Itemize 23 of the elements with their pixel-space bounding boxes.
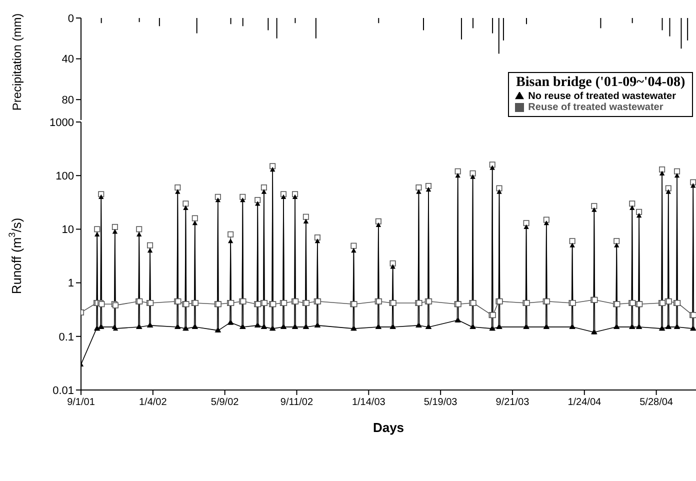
x-tick-label: 9/21/03 <box>496 397 530 408</box>
x-tick-label: 5/28/04 <box>640 397 674 408</box>
x-tick-label: 1/4/02 <box>139 397 168 408</box>
y-tick-label: 0.01 <box>52 384 74 397</box>
x-tick-label: 9/11/02 <box>280 397 314 408</box>
x-tick-label: 5/19/03 <box>424 397 458 408</box>
x-tick-label: 1/14/03 <box>352 397 386 408</box>
y-tick-label: 10 <box>62 224 74 236</box>
legend-label: Reuse of treated wastewater <box>528 102 664 113</box>
y-axis-title: Precipitation (mm) <box>10 13 24 111</box>
legend-label: No reuse of treated wastewater <box>528 91 676 102</box>
x-tick-label: 9/1/01 <box>67 397 96 408</box>
y-tick-label: 1000 <box>50 116 74 129</box>
y-tick-label: 0 <box>68 12 74 25</box>
x-tick-label: 5/9/02 <box>210 397 240 408</box>
x-axis-title: Days <box>372 420 404 435</box>
x-tick-label: 1/24/04 <box>568 397 602 408</box>
y-tick-label: 0.1 <box>58 331 74 344</box>
y-tick-label: 100 <box>56 170 74 183</box>
y-tick-label: 80 <box>62 94 74 107</box>
y-tick-label: 40 <box>62 54 74 66</box>
legend-title: Bisan bridge ('01-09~'04-08) <box>516 75 686 90</box>
y-tick-label: 1 <box>68 278 74 290</box>
